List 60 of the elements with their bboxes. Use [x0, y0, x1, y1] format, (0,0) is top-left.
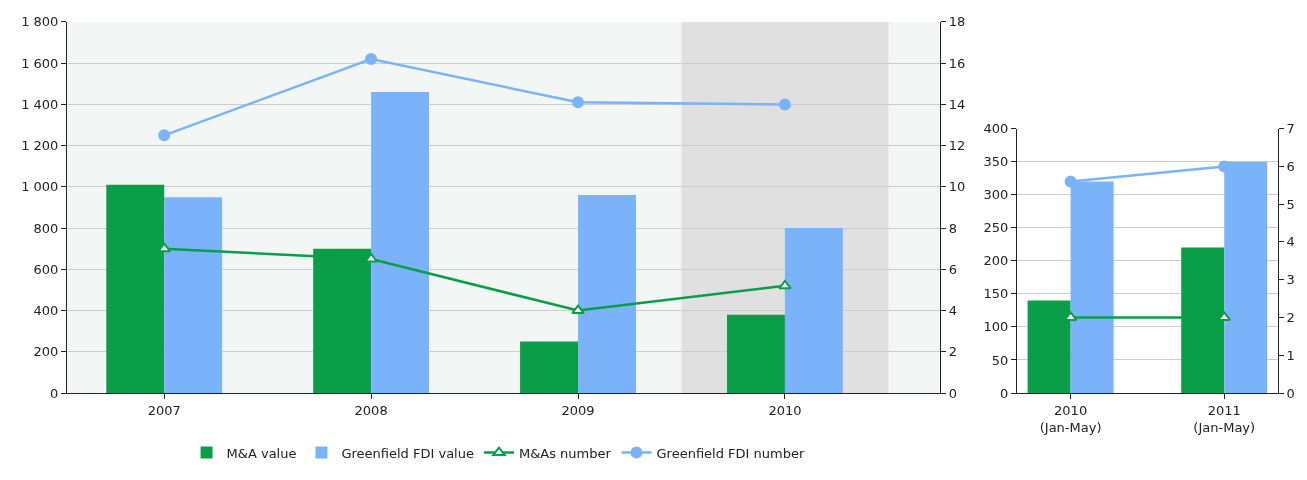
y-tick-label: 800 — [33, 220, 59, 236]
y2-tick-label: 6 — [1286, 158, 1295, 174]
point — [365, 53, 378, 66]
y2-tick-label: 5 — [1286, 196, 1295, 212]
y-tick-label: 1 000 — [21, 179, 59, 195]
y-tick-label: 400 — [33, 303, 59, 319]
x-tick-label: 2010 — [768, 402, 802, 418]
point — [778, 279, 792, 290]
y2-tick-label: 18 — [948, 14, 966, 30]
bar — [371, 92, 430, 393]
y2-tick-label: 6 — [948, 261, 957, 277]
y2-tick-label: 2 — [1286, 310, 1295, 326]
y-tick-label: 50 — [991, 352, 1009, 368]
y-tick-label: 0 — [50, 385, 59, 401]
x-tick-label: 2010 (Jan-May) — [1039, 402, 1102, 435]
bar — [784, 228, 843, 393]
bar — [578, 195, 636, 393]
legend-label: Greenfield FDI number — [656, 445, 805, 461]
y-tick-label: 0 — [999, 385, 1009, 401]
y-tick-label: 350 — [983, 154, 1009, 170]
point — [571, 304, 585, 315]
y-tick-label: 600 — [33, 261, 59, 277]
y2-tick-label: 16 — [948, 55, 966, 71]
y-tick-label: 150 — [983, 286, 1009, 302]
y2-tick-label: 3 — [1286, 272, 1295, 288]
y-tick-label: 1 600 — [21, 55, 59, 71]
y2-tick-label: 0 — [948, 385, 957, 401]
y2-tick-label: 1 — [1286, 347, 1295, 363]
y-tick-label: 100 — [983, 319, 1009, 335]
bar — [164, 197, 223, 393]
x-tick-label: 2007 — [147, 402, 181, 418]
y-tick-label: 1 400 — [21, 96, 59, 112]
y-tick-label: 400 — [983, 121, 1009, 137]
legend-label: M&A value — [226, 445, 297, 461]
y-tick-label: 250 — [983, 220, 1009, 236]
legend-label: M&As number — [518, 445, 612, 461]
x-tick-label: 2009 — [561, 402, 595, 418]
x-tick-label: 2011 (Jan-May) — [1193, 402, 1256, 435]
point — [778, 98, 791, 111]
bar — [727, 314, 785, 393]
y-tick-label: 1 200 — [21, 138, 59, 154]
point — [572, 96, 585, 109]
x-tick-label: 2008 — [354, 402, 388, 418]
point — [1064, 175, 1077, 188]
y2-tick-label: 0 — [1286, 385, 1295, 401]
y2-tick-label: 8 — [948, 220, 957, 236]
y-tick-label: 1 800 — [21, 14, 59, 30]
bar — [520, 341, 579, 393]
point — [158, 129, 171, 142]
y2-tick-label: 10 — [948, 179, 966, 195]
y2-tick-label: 2 — [948, 344, 957, 360]
legend-label: Greenfield FDI value — [341, 445, 474, 461]
y2-tick-label: 4 — [948, 303, 957, 319]
y-tick-label: 300 — [983, 187, 1009, 203]
y2-tick-label: 7 — [1286, 121, 1295, 137]
y2-tick-label: 4 — [1286, 234, 1295, 250]
y-tick-label: 200 — [983, 253, 1009, 269]
y2-tick-label: 12 — [948, 138, 966, 154]
y2-tick-label: 14 — [948, 96, 966, 112]
y-tick-label: 200 — [33, 344, 59, 360]
